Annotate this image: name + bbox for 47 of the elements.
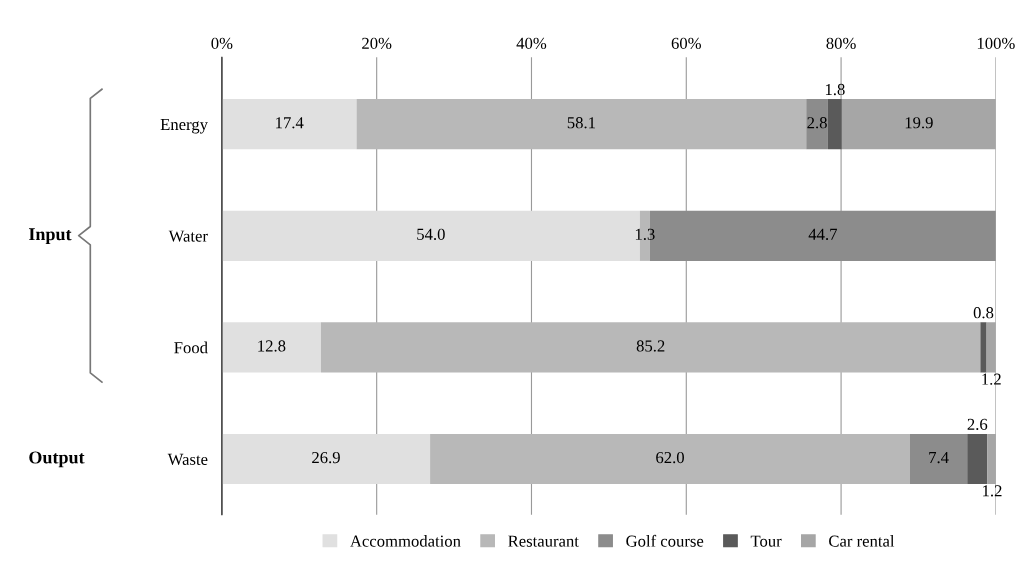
text: Input xyxy=(28,228,72,244)
bar xyxy=(806,99,828,150)
data-label: 26.9 xyxy=(312,451,340,464)
x-tick-label: 60% xyxy=(671,37,701,50)
data-label: 1.8 xyxy=(825,83,845,96)
data-label: 12.8 xyxy=(258,340,286,352)
data-label: 7.4 xyxy=(929,452,949,464)
data-label: 62.0 xyxy=(656,451,684,464)
x-tick-label: 40% xyxy=(516,37,547,50)
data-label: 2.8 xyxy=(807,117,827,129)
data-label: 17.4 xyxy=(276,117,304,129)
bar xyxy=(827,99,842,150)
y-tick-label: Water xyxy=(168,230,208,242)
bar xyxy=(430,433,910,485)
bar xyxy=(841,99,996,150)
bar xyxy=(356,99,807,150)
bar xyxy=(967,433,988,485)
data-label: 1.2 xyxy=(982,373,1001,385)
legend-label: Golf course xyxy=(626,534,704,547)
data-label: 54.0 xyxy=(417,228,445,241)
x-tick-label: 20% xyxy=(362,37,392,50)
data-label: 2.6 xyxy=(967,418,988,431)
y-tick-label: Energy xyxy=(160,119,208,134)
legend-label: Tour xyxy=(750,535,782,547)
y-tick-label: Food xyxy=(174,341,208,354)
data-label: 85.2 xyxy=(636,340,665,352)
data-label: 58.1 xyxy=(567,117,595,129)
x-tick-label: 100% xyxy=(977,37,1015,50)
legend-label: Restaurant xyxy=(508,535,579,547)
bar xyxy=(221,99,357,150)
legend-label: Accommodation xyxy=(350,535,461,547)
data-label: 44.7 xyxy=(808,228,837,241)
bar xyxy=(987,433,996,485)
bar xyxy=(221,433,431,485)
data-label: 1.2 xyxy=(983,485,1002,497)
x-tick-label: 0% xyxy=(211,37,233,50)
data-label: 1.3 xyxy=(635,228,655,241)
legend-label: Car rental xyxy=(829,535,895,547)
bar xyxy=(909,433,968,485)
data-label: 19.9 xyxy=(905,117,933,129)
text: Output xyxy=(29,451,85,468)
bar xyxy=(221,322,321,373)
data-label: 0.8 xyxy=(973,307,994,319)
bar xyxy=(980,322,987,373)
x-tick-label: 80% xyxy=(826,37,856,50)
y-tick-label: Waste xyxy=(167,453,208,466)
bar xyxy=(320,322,981,373)
